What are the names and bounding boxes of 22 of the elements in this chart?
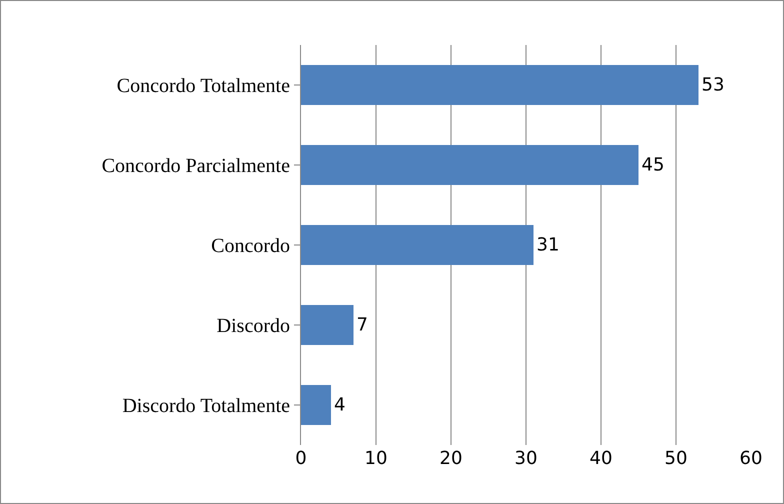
y-tick-label: Discordo Totalmente: [122, 395, 290, 417]
data-label: 53: [702, 74, 724, 96]
y-tick-label: Concordo Parcialmente: [102, 155, 290, 177]
bar: [301, 305, 354, 345]
x-tick-label: 0: [295, 448, 307, 469]
bar: [301, 65, 698, 105]
data-label: 7: [356, 314, 368, 336]
data-label: 4: [334, 394, 346, 416]
bar: [301, 225, 534, 265]
bar: [301, 145, 638, 185]
data-label: 45: [642, 154, 664, 176]
x-tick-label: 40: [590, 448, 612, 469]
x-tick-label: 50: [664, 448, 688, 469]
x-tick-label: 20: [440, 448, 462, 469]
data-label: 31: [536, 234, 560, 256]
y-tick-label: Discordo: [216, 315, 290, 337]
bar: [301, 385, 331, 425]
x-tick-label: 60: [740, 448, 762, 469]
y-tick-label: Concordo: [211, 235, 290, 257]
x-tick-label: 30: [514, 448, 538, 469]
x-tick-label: 10: [364, 448, 388, 469]
y-tick-label: Concordo Totalmente: [116, 75, 290, 97]
